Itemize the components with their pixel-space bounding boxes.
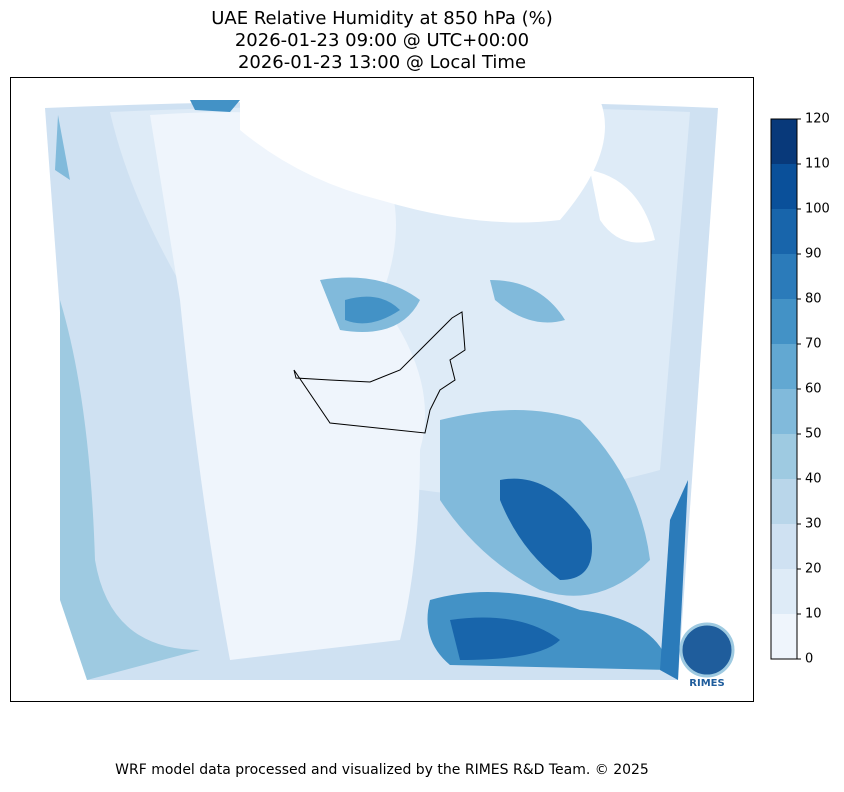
title-line: 2026-01-23 09:00 @ UTC+00:00 — [235, 30, 529, 51]
colorbar-band — [771, 614, 797, 659]
colorbar-band — [771, 254, 797, 299]
colorbar-tick-label: 50 — [805, 427, 822, 442]
colorbar-band — [771, 299, 797, 344]
colorbar-tick-label: 20 — [805, 562, 822, 577]
title-line: UAE Relative Humidity at 850 hPa (%) — [211, 8, 552, 29]
map: RIMES — [45, 100, 735, 689]
footer: WRF model data processed and visualized … — [115, 762, 649, 778]
colorbar-band — [771, 524, 797, 569]
colorbar-tick-label: 70 — [805, 337, 822, 352]
colorbar-band — [771, 389, 797, 434]
colorbar-tick-label: 90 — [805, 247, 822, 262]
colorbar-tick-label: 120 — [805, 112, 830, 127]
colorbar: 0 10 20 30 40 50 60 70 80 90 100 110 120 — [770, 112, 830, 667]
colorbar-tick-label: 80 — [805, 292, 822, 307]
colorbar-band — [771, 119, 797, 164]
colorbar-tick-label: 40 — [805, 472, 822, 487]
colorbar-tick-label: 10 — [805, 607, 822, 622]
colorbar-tick-label: 110 — [805, 157, 830, 172]
colorbar-tick-label: 100 — [805, 202, 830, 217]
logo-text: RIMES — [689, 678, 724, 689]
title-line: 2026-01-23 13:00 @ Local Time — [238, 52, 526, 73]
colorbar-band — [771, 344, 797, 389]
colorbar-band — [771, 434, 797, 479]
colorbar-tick-label: 30 — [805, 517, 822, 532]
colorbar-tick-label: 0 — [805, 652, 813, 667]
colorbar-band — [771, 164, 797, 209]
colorbar-tick-label: 60 — [805, 382, 822, 397]
colorbar-band — [771, 569, 797, 614]
colorbar-band — [771, 209, 797, 254]
colorbar-band — [771, 479, 797, 524]
